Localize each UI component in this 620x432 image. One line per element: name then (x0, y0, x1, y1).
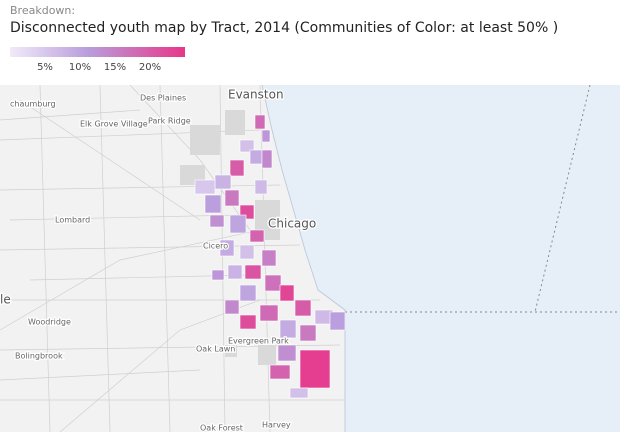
tract (219, 239, 235, 257)
place-label: Oak Lawn (196, 345, 235, 354)
tract (249, 229, 265, 243)
tract (239, 244, 255, 260)
tract (299, 324, 317, 342)
map-title: Disconnected youth map by Tract, 2014 (C… (10, 20, 559, 36)
place-label: Park Ridge (148, 117, 191, 126)
tract (239, 284, 257, 302)
place-label: Cicero (203, 242, 228, 251)
tract (209, 214, 225, 228)
tract (261, 149, 273, 169)
tracts (194, 114, 346, 399)
tract (329, 311, 346, 331)
place-label: Des Plaines (140, 94, 186, 103)
tract (239, 314, 257, 330)
tract (249, 149, 263, 165)
place-label: Evergreen Park (228, 337, 289, 346)
tract (269, 364, 291, 380)
tract (299, 349, 331, 389)
tract (244, 264, 262, 280)
place-label: le (0, 293, 11, 307)
tract (261, 129, 271, 143)
tract (224, 299, 240, 315)
place-label: Chicago (268, 217, 316, 231)
tract (264, 274, 282, 292)
place-label: Bolingbrook (15, 352, 63, 361)
tract (279, 319, 297, 339)
tract (211, 269, 225, 281)
tract (294, 299, 312, 317)
tract (254, 114, 266, 130)
place-label: Woodridge (28, 318, 71, 327)
tract (289, 387, 309, 399)
tract (229, 214, 247, 234)
tract (229, 159, 245, 177)
place-labels: Evanston Des Plaines chaumburg Elk Grove Vi… (0, 86, 317, 432)
place-label: Oak Forest (200, 424, 243, 432)
tract (214, 174, 232, 190)
tract (254, 179, 268, 195)
tract (204, 194, 222, 214)
tract (224, 189, 240, 207)
breakdown-label: Breakdown: (10, 4, 76, 17)
place-label: Elk Grove Village (80, 120, 148, 129)
legend-tick-label: 15% (104, 62, 126, 73)
tract (194, 179, 216, 195)
place-label: chaumburg (10, 100, 56, 109)
tract (227, 264, 243, 280)
place-label: Harvey (262, 421, 291, 430)
legend-bar (10, 47, 185, 57)
place-label: Evanston (228, 88, 284, 102)
legend-tick-label: 20% (139, 62, 161, 73)
legend-tick-label: 5% (37, 62, 53, 73)
place-label: Lombard (55, 216, 90, 225)
legend-tick-label: 10% (69, 62, 91, 73)
tract (259, 304, 279, 322)
tract (261, 249, 277, 267)
tract (239, 139, 255, 153)
tract (279, 284, 295, 302)
tract (277, 344, 297, 362)
